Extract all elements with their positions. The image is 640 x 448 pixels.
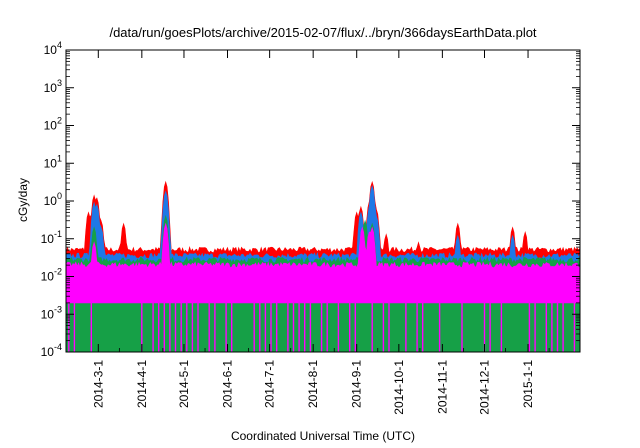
y-tick-label: 101 <box>44 153 62 170</box>
y-tick-label: 10-3 <box>41 304 62 321</box>
y-tick-label: 100 <box>44 191 62 208</box>
x-tick-label: 2014-7-1 <box>263 360 277 408</box>
y-tick-label: 102 <box>44 116 62 133</box>
y-axis-label: cGy/day <box>16 178 30 222</box>
x-tick-label: 2014-12-1 <box>478 360 492 415</box>
chart-title: /data/run/goesPlots/archive/2015-02-07/f… <box>109 25 536 40</box>
x-tick-label: 2014-9-1 <box>350 360 364 408</box>
x-tick-label: 2014-6-1 <box>221 360 235 408</box>
x-tick-label: 2014-4-1 <box>135 360 149 408</box>
x-tick-label: 2014-5-1 <box>177 360 191 408</box>
series-3-area <box>65 222 581 304</box>
y-tick-label: 10-2 <box>41 267 62 284</box>
x-tick-label: 2014-10-1 <box>392 360 406 415</box>
x-tick-label: 2014-3-1 <box>91 360 105 408</box>
x-tick-label: 2015-1-1 <box>521 360 535 408</box>
series-3-dropouts <box>68 302 576 352</box>
x-tick-label: 2014-11-1 <box>435 360 449 414</box>
y-tick-label: 10-1 <box>41 229 62 246</box>
y-tick-label: 103 <box>44 78 62 95</box>
x-tick-label: 2014-8-1 <box>306 360 320 408</box>
plot-area <box>65 180 581 353</box>
y-tick-label: 104 <box>44 40 62 57</box>
axes: 10-4 10-3 10-2 10-1 100 101 102 103 104 2014-3-1 2… <box>41 40 581 415</box>
x-axis-label: Coordinated Universal Time (UTC) <box>231 429 415 443</box>
y-tick-label: 10-4 <box>41 342 62 359</box>
